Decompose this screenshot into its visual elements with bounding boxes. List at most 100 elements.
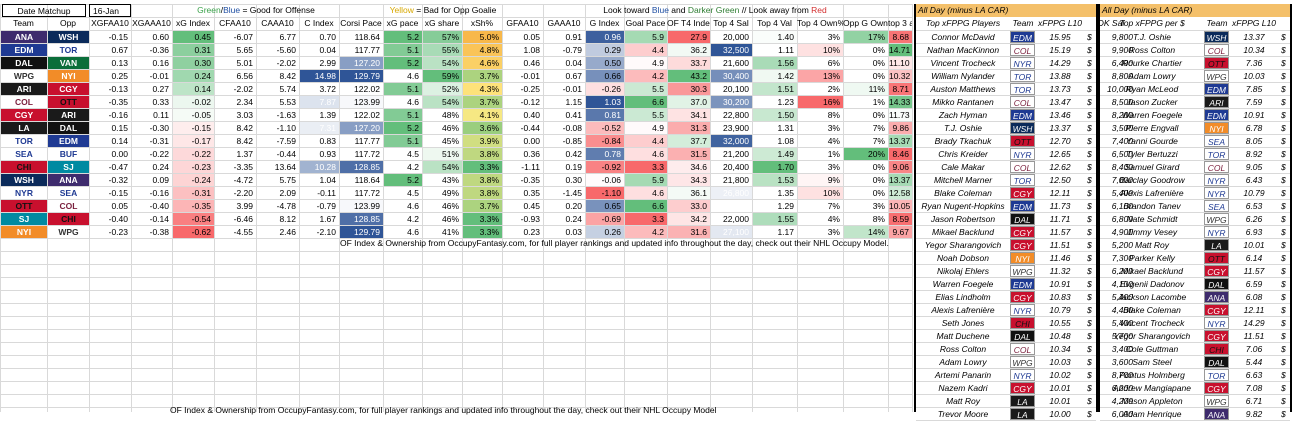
data-cell[interactable]: -0.23 <box>173 161 214 173</box>
data-cell[interactable]: 14% <box>844 226 888 238</box>
data-cell[interactable]: -7.59 <box>276 136 296 146</box>
player-name[interactable]: Brandon Tanev <box>1123 201 1181 211</box>
data-cell[interactable]: -0.14 <box>149 214 169 224</box>
player-name[interactable]: Pierre Engvall <box>1125 123 1179 133</box>
data-cell[interactable]: 3.6% <box>463 122 502 134</box>
player-name[interactable]: Jason Zucker <box>1126 97 1178 107</box>
team-cell[interactable]: DAL <box>1 57 47 69</box>
data-cell[interactable]: 0% <box>844 70 888 82</box>
data-cell[interactable]: -0.23 <box>108 227 128 237</box>
data-cell[interactable]: 27.9 <box>668 31 710 43</box>
data-cell[interactable]: 13.37 <box>889 135 912 147</box>
data-cell[interactable]: -0.16 <box>108 110 128 120</box>
data-cell[interactable]: -0.35 <box>173 200 214 212</box>
data-cell[interactable]: 3% <box>798 161 843 173</box>
data-cell[interactable]: 22,000 <box>711 213 752 225</box>
data-cell[interactable]: 0.29 <box>586 44 624 56</box>
player-team[interactable]: WPG <box>1204 70 1229 82</box>
player-name[interactable]: Connor McDavid <box>931 32 995 42</box>
data-cell[interactable]: 17% <box>844 31 888 43</box>
data-cell[interactable]: 4.6% <box>463 57 502 69</box>
player-name[interactable]: Jason Robertson <box>930 214 996 224</box>
data-cell[interactable]: 129.79 <box>340 70 383 82</box>
data-cell[interactable]: 0.45 <box>173 31 214 43</box>
data-cell[interactable]: 3% <box>798 122 843 134</box>
data-cell[interactable]: 4.6 <box>384 226 422 238</box>
data-cell[interactable]: 8.12 <box>279 214 296 224</box>
data-cell[interactable]: 57% <box>423 31 462 43</box>
data-cell[interactable]: 0.19 <box>565 162 582 172</box>
player-name[interactable]: Matt Duchene <box>936 331 990 341</box>
data-cell[interactable]: -0.11 <box>300 187 339 199</box>
player-name[interactable]: Parker Kelly <box>1129 253 1175 263</box>
player-name[interactable]: Samuel Girard <box>1124 162 1180 172</box>
data-cell[interactable]: 8.68 <box>889 31 912 43</box>
player-name[interactable]: Barclay Goodrow <box>1119 175 1185 185</box>
data-cell[interactable]: 3.72 <box>300 83 339 95</box>
data-cell[interactable]: 1.04 <box>300 174 339 186</box>
player-name[interactable]: William Nylander <box>931 71 995 81</box>
data-cell[interactable]: -0.01 <box>149 71 169 81</box>
data-cell[interactable]: -0.15 <box>173 122 214 134</box>
player-team[interactable]: NYI <box>1204 122 1229 134</box>
data-cell[interactable]: 1.35 <box>753 187 797 199</box>
data-cell[interactable]: 4.6 <box>384 96 422 108</box>
data-cell[interactable]: 0.23 <box>523 227 540 237</box>
player-name[interactable]: Auston Matthews <box>930 84 996 94</box>
data-cell[interactable]: 36.1 <box>668 187 710 199</box>
team-cell[interactable]: VAN <box>48 57 89 69</box>
data-cell[interactable]: -0.40 <box>108 214 128 224</box>
data-cell[interactable]: 37.0 <box>668 96 710 108</box>
data-cell[interactable]: 4.4 <box>625 44 667 56</box>
data-cell[interactable]: -0.22 <box>149 149 169 159</box>
data-cell[interactable]: -2.02 <box>233 84 253 94</box>
player-team[interactable]: CGY <box>1010 226 1035 238</box>
data-cell[interactable]: 0.31 <box>173 44 214 56</box>
player-team[interactable]: COL <box>1010 96 1035 108</box>
data-cell[interactable]: 1.56 <box>753 57 797 69</box>
data-cell[interactable]: 4.5 <box>384 187 422 199</box>
data-cell[interactable]: -0.24 <box>173 174 214 186</box>
data-cell[interactable]: -0.01 <box>520 71 540 81</box>
data-cell[interactable]: -0.85 <box>562 136 582 146</box>
data-cell[interactable]: 0.26 <box>586 226 624 238</box>
player-name[interactable]: Yanni Gourde <box>1126 136 1178 146</box>
team-cell[interactable]: SJ <box>48 161 89 173</box>
data-cell[interactable]: 34.3 <box>668 174 710 186</box>
data-cell[interactable]: 6% <box>798 57 843 69</box>
player-team[interactable]: CHI <box>1010 317 1035 329</box>
data-cell[interactable]: 1.39 <box>300 109 339 121</box>
data-cell[interactable]: 14.71 <box>889 44 912 56</box>
data-cell[interactable]: 34.6 <box>668 161 710 173</box>
player-team[interactable]: OTT <box>1204 57 1229 69</box>
player-team[interactable]: CHI <box>1204 343 1229 355</box>
data-cell[interactable]: 2.34 <box>236 97 253 107</box>
data-cell[interactable]: 8.42 <box>236 136 253 146</box>
data-cell[interactable]: 0.66 <box>586 70 624 82</box>
player-name[interactable]: Mikael Backlund <box>932 227 994 237</box>
player-team[interactable]: EDM <box>1010 109 1035 121</box>
team-cell[interactable]: WSH <box>1 174 47 186</box>
data-cell[interactable]: 0.20 <box>565 201 582 211</box>
player-team[interactable]: TOR <box>1204 369 1229 381</box>
data-cell[interactable]: 1.08 <box>523 45 540 55</box>
player-team[interactable]: CGY <box>1010 187 1035 199</box>
data-cell[interactable]: 31.6 <box>668 226 710 238</box>
data-cell[interactable]: -0.01 <box>562 84 582 94</box>
data-cell[interactable]: -0.84 <box>586 135 624 147</box>
data-cell[interactable]: 3.3% <box>463 213 502 225</box>
data-cell[interactable]: 3% <box>844 200 888 212</box>
player-name[interactable]: Adam Lowry <box>1128 71 1176 81</box>
data-cell[interactable]: 14.98 <box>300 70 339 82</box>
data-cell[interactable]: 43% <box>423 174 462 186</box>
data-cell[interactable]: 0.04 <box>565 58 582 68</box>
data-cell[interactable]: 3.7% <box>463 96 502 108</box>
data-cell[interactable]: -0.15 <box>108 32 128 42</box>
team-cell[interactable]: BUF <box>48 148 89 160</box>
data-cell[interactable]: 13.64 <box>274 162 296 172</box>
data-cell[interactable]: 3.99 <box>236 201 253 211</box>
data-cell[interactable]: 5.2 <box>384 122 422 134</box>
data-cell[interactable]: 128.85 <box>340 161 383 173</box>
data-cell[interactable]: 5.75 <box>279 175 296 185</box>
data-cell[interactable]: -0.08 <box>562 123 582 133</box>
